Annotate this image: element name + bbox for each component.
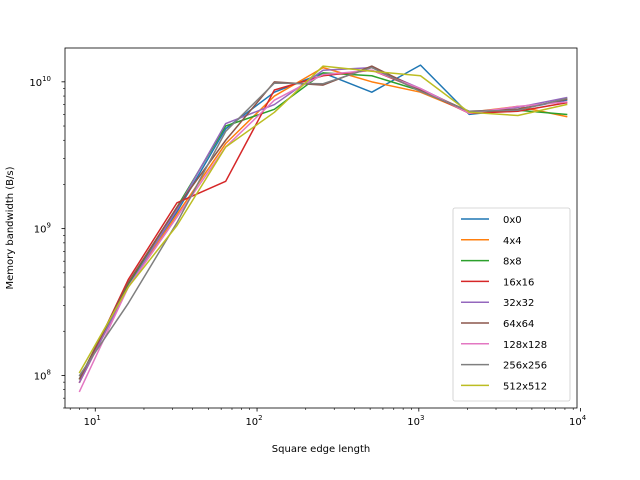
legend-box (452, 207, 571, 402)
y-tick-label: 1010 (29, 75, 51, 89)
series-layer (78, 64, 568, 393)
plot-frame (64, 47, 578, 409)
y-tick-label: 108 (34, 368, 51, 382)
series-line-512x512 (78, 65, 568, 374)
legend-label-16x16: 16x16 (503, 277, 534, 288)
legend-label-256x256: 256x256 (503, 361, 547, 372)
legend-label-128x128: 128x128 (503, 340, 547, 351)
y-tick-label: 109 (34, 222, 51, 236)
legend-label-512x512: 512x512 (503, 381, 547, 392)
x-tick-label: 101 (84, 414, 101, 428)
x-tick-label: 104 (569, 414, 587, 428)
ticks-layer: 101 102 103 104 108 109 1010 (29, 75, 586, 428)
x-axis-label: Square edge length (272, 444, 370, 455)
series-line-256x256 (78, 66, 568, 377)
x-tick-label: 103 (407, 414, 424, 428)
legend-label-8x8: 8x8 (503, 257, 522, 268)
legend-label-64x64: 64x64 (503, 319, 534, 330)
x-tick-label: 102 (245, 414, 262, 428)
y-axis-label: Memory bandwidth (B/s) (5, 166, 16, 289)
legend: 0x0 4x4 8x8 16x16 32x32 64x64 128x128 256x256 51… (452, 207, 571, 402)
legend-label-4x4: 4x4 (503, 236, 522, 247)
legend-label-32x32: 32x32 (503, 298, 534, 309)
legend-label-0x0: 0x0 (503, 215, 522, 226)
